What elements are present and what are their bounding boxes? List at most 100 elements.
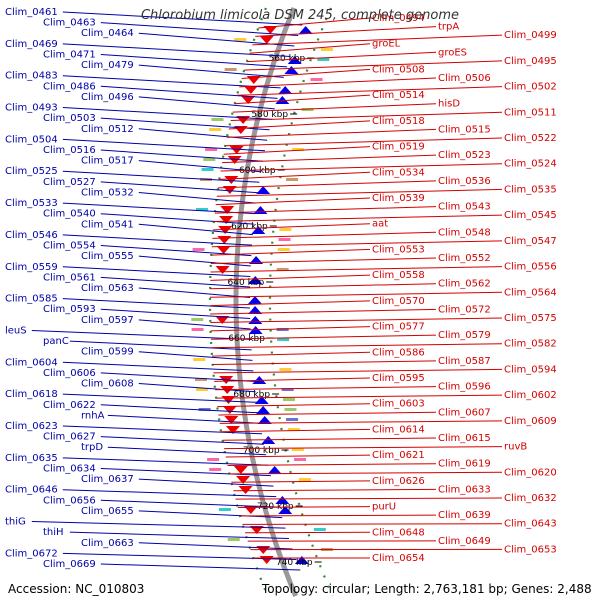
scale-tick-label: 740 kbp	[276, 558, 313, 568]
right-gene-label: aat	[372, 219, 388, 230]
right-leader-line	[255, 26, 437, 37]
left-gene-label: rnhA	[81, 410, 105, 421]
left-leader-line	[100, 404, 259, 414]
gene-feature-block	[191, 318, 204, 321]
left-gene-label: Clim_0555	[81, 251, 134, 262]
forward-gene-arrow	[257, 416, 272, 424]
reverse-gene-arrow	[224, 176, 239, 184]
left-leader-line	[138, 160, 262, 173]
right-leader-line	[232, 103, 437, 113]
right-leader-line	[224, 446, 503, 450]
left-gene-label: Clim_0599	[81, 347, 134, 358]
gene-feature-block	[310, 78, 323, 81]
right-leader-line	[231, 480, 371, 483]
right-leader-line	[215, 386, 437, 391]
gene-feature-block	[282, 398, 295, 401]
right-leader-line	[230, 111, 503, 122]
right-leader-line	[210, 308, 437, 315]
right-gene-label: Clim_0543	[438, 202, 491, 213]
right-leader-line	[234, 94, 371, 105]
left-leader-line	[100, 563, 301, 571]
right-leader-line	[209, 291, 503, 298]
left-label-layer: Clim_0461Clim_0463Clim_0464Clim_0469Clim…	[5, 7, 303, 571]
right-gene-label: Clim_0515	[438, 124, 491, 135]
gene-feature-block	[277, 248, 290, 251]
forward-gene-arrow	[256, 406, 271, 414]
right-gene-label: Clim_0506	[438, 73, 491, 84]
right-gene-label: Clim_0586	[372, 347, 425, 358]
gene-feature-block	[203, 158, 216, 161]
right-gene-label: Clim_0609	[504, 416, 557, 427]
left-leader-line	[138, 255, 251, 267]
right-leader-line	[237, 506, 371, 509]
reverse-gene-arrow	[227, 156, 242, 164]
gene-feature-block	[278, 238, 291, 241]
right-gene-label: Clim_0519	[372, 142, 425, 153]
left-gene-label: Clim_0597	[81, 315, 134, 326]
reverse-gene-arrow	[263, 26, 278, 34]
left-gene-label: Clim_0461	[5, 7, 58, 18]
right-gene-label: Clim_0596	[438, 382, 491, 393]
right-gene-label: Clim_0524	[504, 159, 557, 170]
reverse-gene-arrow	[220, 206, 235, 214]
right-leader-line	[236, 86, 503, 96]
right-gene-label: Clim_0595	[372, 373, 425, 384]
reverse-gene-arrow	[215, 266, 230, 274]
right-gene-label: Clim_0577	[372, 322, 425, 333]
forward-gene-arrow	[248, 316, 263, 324]
left-gene-label: Clim_0646	[5, 485, 58, 496]
left-leader-line	[31, 329, 252, 340]
left-leader-line	[100, 276, 251, 288]
gene-feature-block	[294, 458, 307, 461]
left-leader-line	[100, 213, 254, 225]
right-leader-line	[222, 154, 437, 164]
left-leader-line	[100, 22, 299, 36]
right-gene-label: Clim_0499	[504, 30, 557, 41]
gene-feature-block	[196, 208, 209, 211]
right-leader-line	[239, 77, 437, 88]
left-gene-label: Clim_0561	[43, 272, 96, 283]
forward-gene-arrow	[267, 466, 282, 474]
left-gene-label: Clim_0618	[5, 389, 58, 400]
left-gene-label: trpD	[81, 442, 103, 453]
left-gene-label: Clim_0463	[43, 18, 96, 29]
forward-gene-arrow	[278, 86, 293, 94]
left-gene-label: leuS	[5, 325, 27, 336]
left-leader-line	[62, 43, 291, 57]
right-leader-line	[212, 231, 437, 239]
right-leader-line	[215, 197, 371, 206]
right-leader-line	[249, 43, 371, 54]
forward-gene-arrow	[275, 496, 290, 504]
right-leader-line	[210, 257, 437, 265]
right-gene-label: Clim_0603	[372, 399, 425, 410]
right-gene-label: Clim_0494	[372, 13, 425, 24]
right-gene-label: Clim_0579	[438, 330, 491, 341]
left-leader-line	[138, 478, 274, 487]
right-leader-line	[222, 437, 437, 441]
right-leader-line	[210, 326, 371, 332]
scale-tick-label: 620 kbp	[231, 222, 268, 232]
right-leader-line	[218, 411, 437, 416]
reverse-gene-arrow	[259, 556, 274, 564]
reverse-gene-arrow	[259, 36, 274, 44]
right-gene-label: Clim_0564	[504, 287, 557, 298]
left-leader-line	[138, 223, 253, 236]
right-gene-label: Clim_0639	[438, 510, 491, 521]
right-gene-label: Clim_0518	[372, 116, 425, 127]
right-leader-line	[246, 51, 437, 63]
right-leader-line	[223, 146, 371, 155]
gene-feature-block	[209, 128, 222, 131]
reverse-gene-arrow	[243, 86, 258, 94]
forward-gene-arrow	[248, 296, 262, 304]
left-leader-line	[100, 308, 251, 319]
left-leader-line	[100, 467, 271, 477]
gene-feature-block	[279, 368, 292, 371]
left-leader-line	[62, 266, 251, 278]
right-label-layer: Clim_0494 trpA Clim_0499 groEL groES Clim_049…	[209, 13, 557, 564]
gene-feature-block	[286, 178, 299, 181]
left-leader-line	[107, 446, 267, 456]
gene-feature-block	[281, 388, 294, 391]
gene-feature-block	[205, 148, 218, 151]
left-leader-line	[138, 128, 268, 141]
right-gene-label: Clim_0621	[372, 450, 425, 461]
